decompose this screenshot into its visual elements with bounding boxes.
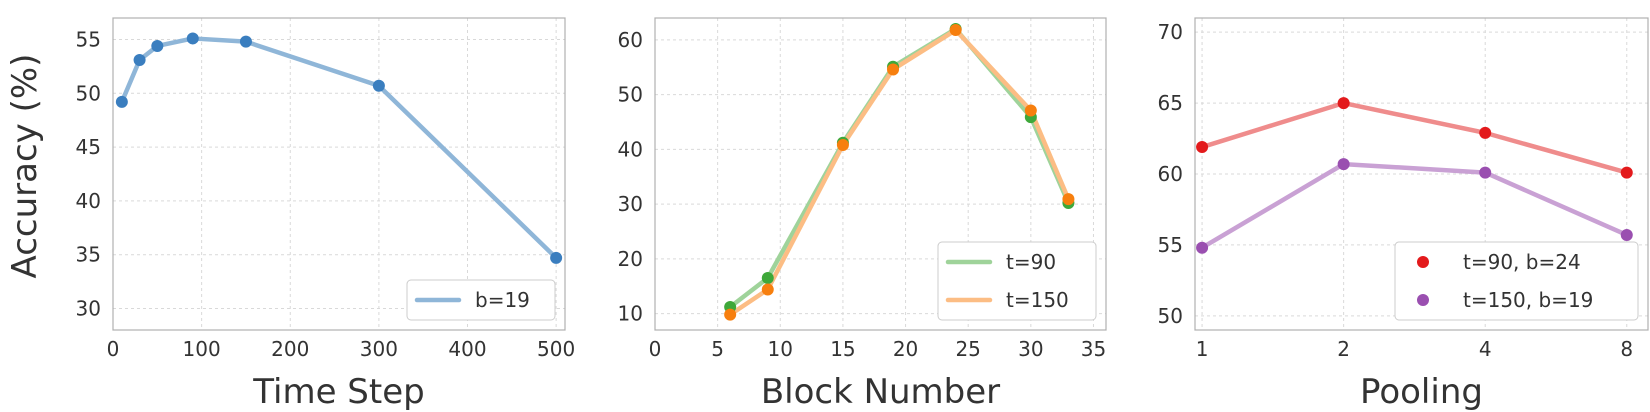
data-point <box>1620 228 1633 241</box>
series-line-1 <box>119 36 559 261</box>
data-point <box>761 283 774 296</box>
legend-label: t=150, b=19 <box>1463 288 1593 312</box>
plot-frame <box>112 17 566 331</box>
y-tick-label: 60 <box>618 28 643 52</box>
x-tick-label: 400 <box>448 337 486 361</box>
x-tick-label: 200 <box>271 337 309 361</box>
y-tick-label: 50 <box>1158 304 1183 328</box>
x-tick-label: 2 <box>1337 337 1350 361</box>
legend: t=90 t=150 <box>937 241 1097 321</box>
legend: b=19 <box>406 279 556 321</box>
data-point <box>1337 158 1350 171</box>
data-point <box>1196 141 1209 154</box>
plot-frame <box>1194 17 1649 331</box>
legend-label: b=19 <box>475 288 530 312</box>
y-tick-label: 20 <box>618 247 643 271</box>
data-point <box>1196 241 1209 254</box>
x-tick-label: 25 <box>955 337 980 361</box>
data-point <box>1024 104 1037 117</box>
data-point <box>372 79 385 92</box>
data-point <box>151 39 164 52</box>
y-tick-label: 30 <box>76 296 101 320</box>
data-point <box>836 138 849 151</box>
legend-box <box>406 279 556 321</box>
data-point <box>239 35 252 48</box>
x-tick-label: 0 <box>107 337 120 361</box>
y-tick-label: 55 <box>1158 233 1183 257</box>
data-point <box>1479 166 1492 179</box>
data-point <box>133 53 146 66</box>
y-tick-label: 30 <box>618 192 643 216</box>
plot-frame <box>654 17 1107 331</box>
y-tick-label: 60 <box>1158 162 1183 186</box>
x-tick-label: 1 <box>1196 337 1209 361</box>
x-tick-label: 100 <box>183 337 221 361</box>
data-point <box>1062 193 1075 206</box>
chart-panel-2: 0 5 10 15 20 25 30 35 10 20 30 40 50 60 Block Number t=… <box>618 17 1107 412</box>
y-tick-label: 65 <box>1158 91 1183 115</box>
data-point <box>1479 126 1492 139</box>
x-axis-label: Time Step <box>252 372 424 412</box>
legend-label: t=150 <box>1006 288 1069 312</box>
x-tick-label: 35 <box>1081 337 1106 361</box>
y-tick-label: 35 <box>76 243 101 267</box>
x-tick-label: 20 <box>893 337 918 361</box>
x-tick-label: 500 <box>537 337 575 361</box>
series-line-2 <box>1199 161 1630 250</box>
data-point <box>724 308 737 321</box>
y-tick-label: 50 <box>618 83 643 107</box>
legend: t=90, b=24 t=150, b=19 <box>1394 241 1639 321</box>
x-axis-label: Pooling <box>1360 372 1483 412</box>
x-tick-label: 8 <box>1620 337 1633 361</box>
legend-label: t=90, b=24 <box>1463 250 1581 274</box>
chart-panel-1: 0 100 200 300 400 500 30 35 40 45 50 55 Time Step b=1… <box>76 17 575 412</box>
data-point <box>115 95 128 108</box>
y-tick-label: 45 <box>76 135 101 159</box>
x-tick-label: 300 <box>360 337 398 361</box>
x-tick-label: 10 <box>768 337 793 361</box>
y-tick-label: 55 <box>76 28 101 52</box>
x-axis-label: Block Number <box>761 372 1000 412</box>
x-tick-label: 4 <box>1479 337 1492 361</box>
legend-label: t=90 <box>1006 250 1056 274</box>
data-point <box>1337 97 1350 110</box>
x-tick-label: 5 <box>711 337 724 361</box>
y-tick-label: 40 <box>76 189 101 213</box>
x-tick-label: 0 <box>649 337 662 361</box>
shared-y-axis-label: Accuracy (%) <box>5 54 45 279</box>
y-tick-label: 50 <box>76 81 101 105</box>
legend-marker <box>1417 256 1429 268</box>
data-point <box>887 63 900 76</box>
chart-panel-3: 1 2 4 8 50 55 60 65 70 Pooling t=90, b=24 t=150, b=… <box>1158 17 1649 412</box>
x-tick-label: 15 <box>830 337 855 361</box>
legend-marker <box>1417 294 1429 306</box>
y-tick-label: 10 <box>618 302 643 326</box>
series-line-1 <box>1199 100 1630 175</box>
y-tick-label: 70 <box>1158 20 1183 44</box>
y-tick-label: 40 <box>618 137 643 161</box>
legend-box <box>1394 241 1639 321</box>
data-point <box>1620 166 1633 179</box>
data-point <box>761 272 774 284</box>
data-point <box>186 32 199 45</box>
data-point <box>550 251 563 264</box>
data-point <box>949 24 962 37</box>
x-tick-label: 30 <box>1018 337 1043 361</box>
